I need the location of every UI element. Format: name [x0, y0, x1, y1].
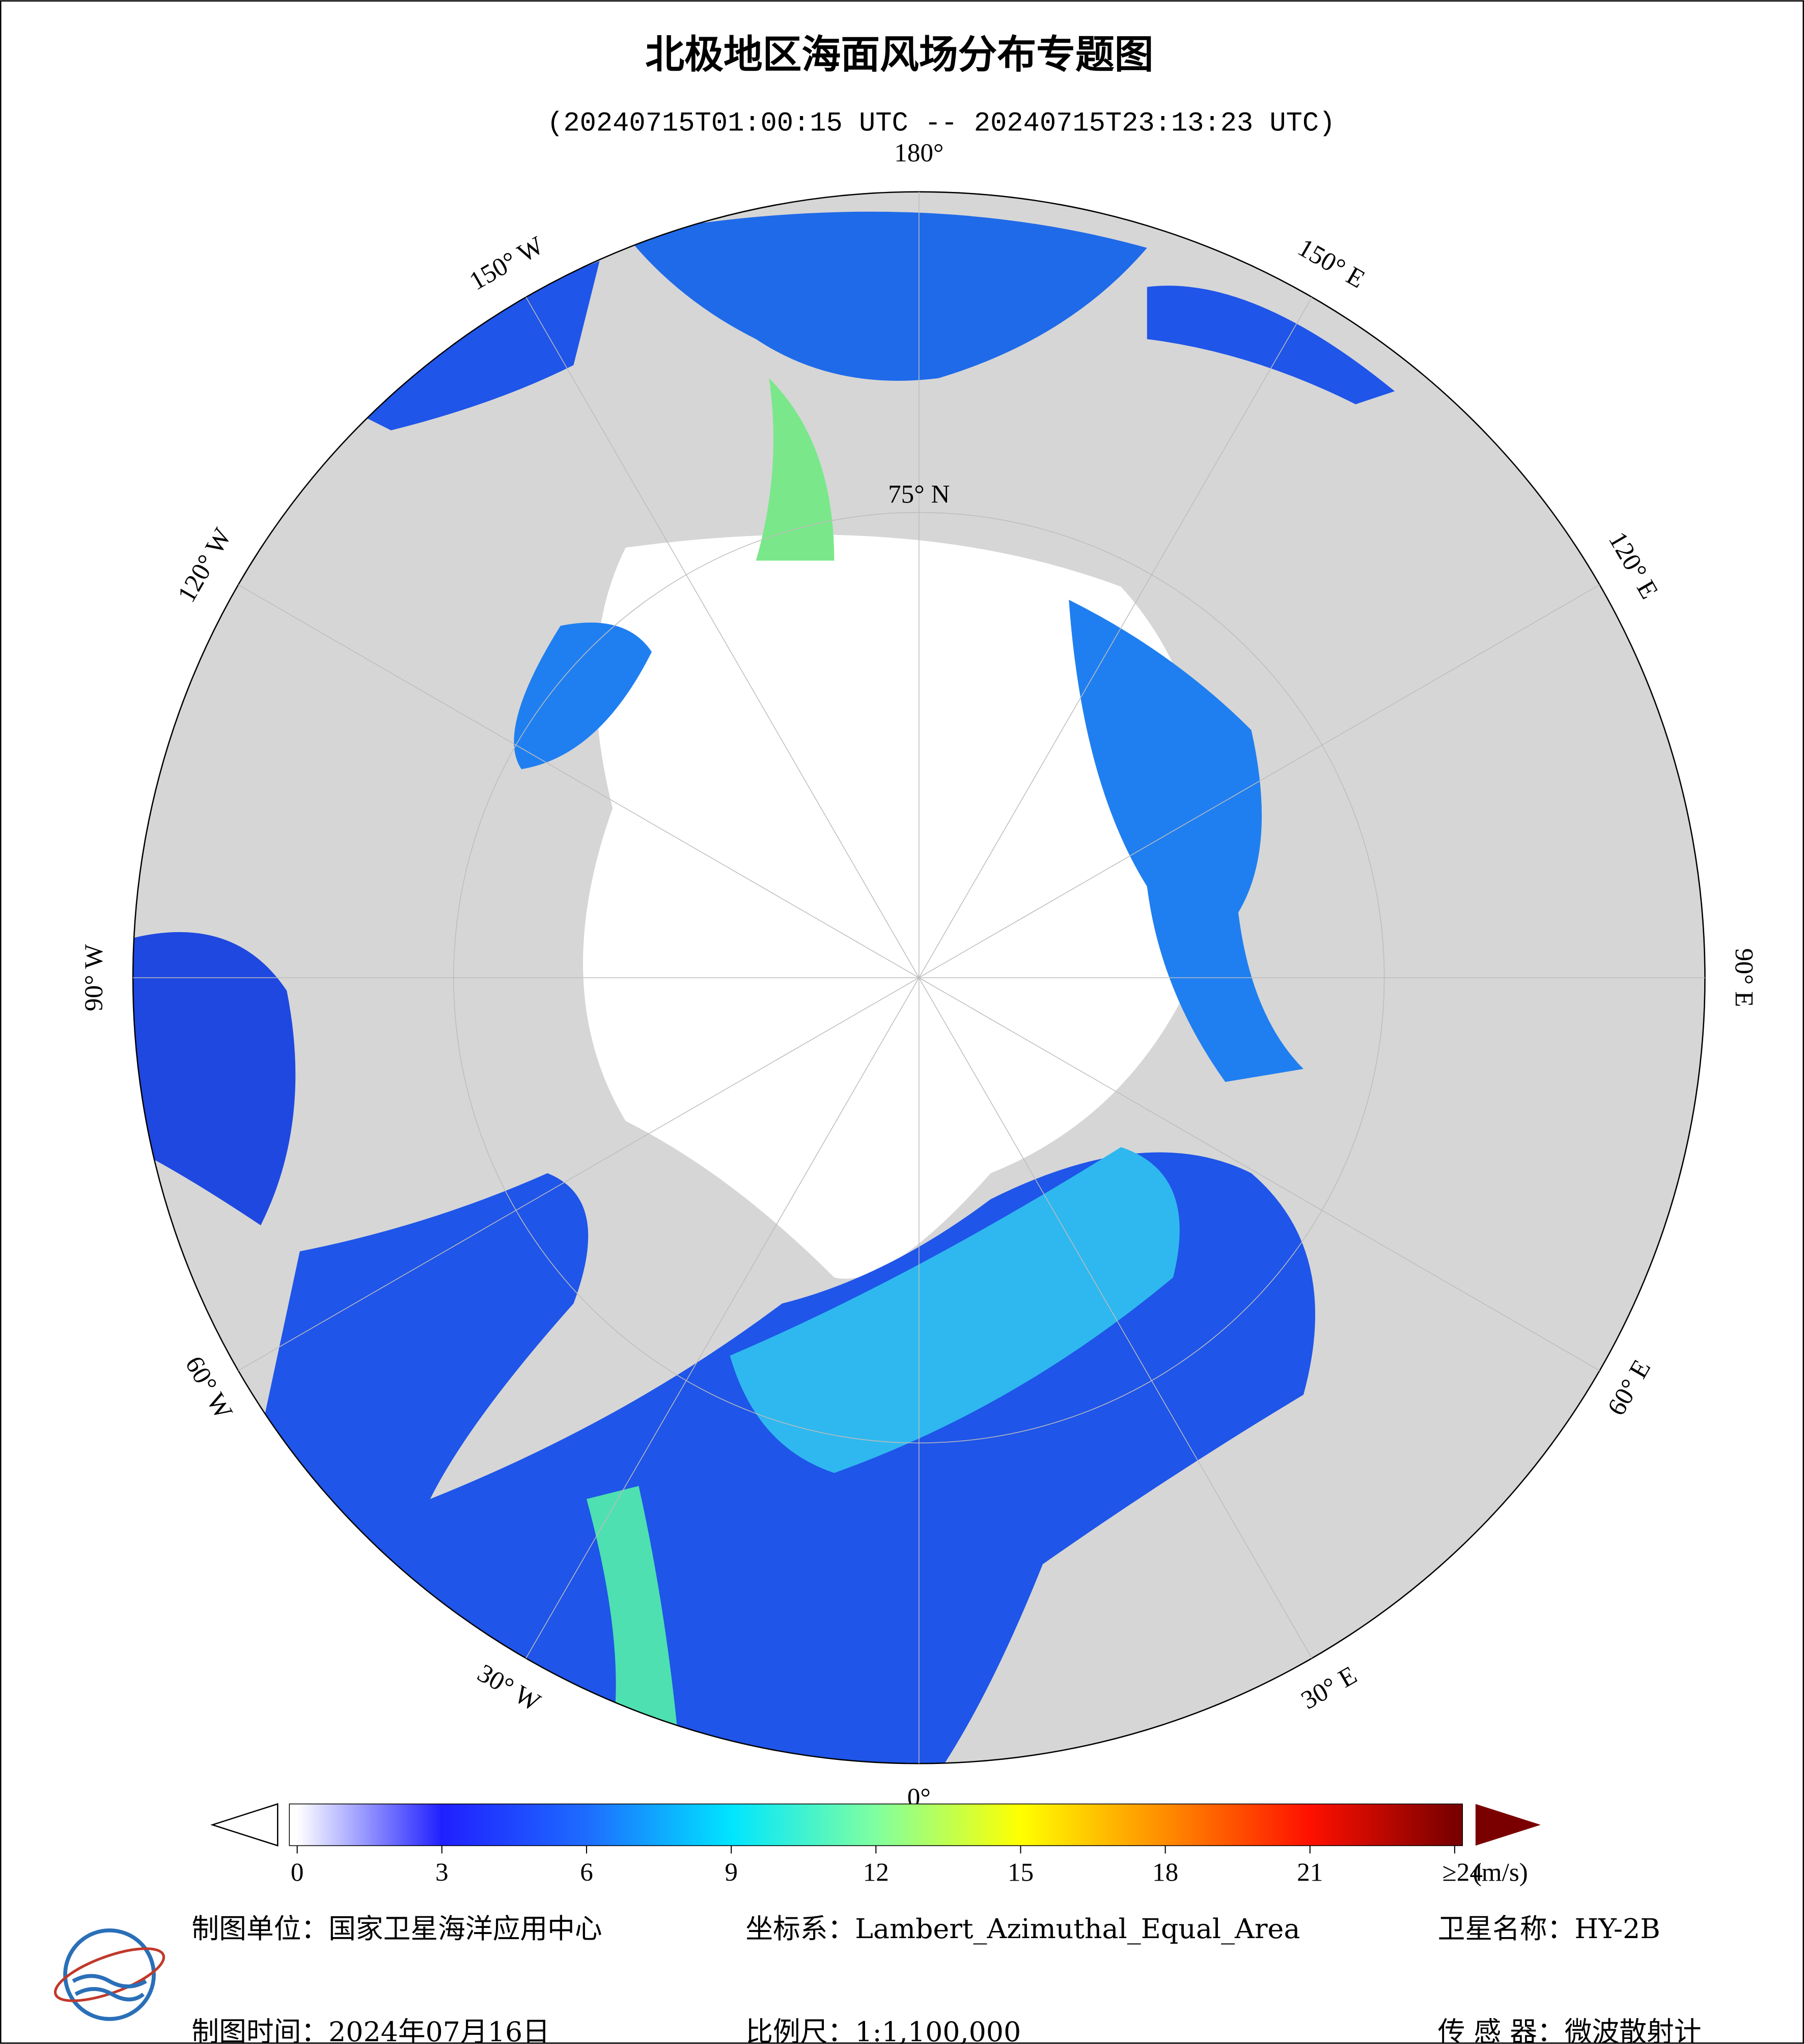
meridian: [919, 297, 1313, 978]
wind-field: [756, 378, 835, 561]
latitude-label: 75° N: [888, 480, 950, 509]
wind-field: [625, 211, 1147, 381]
scale: 比例尺：1:1,100,000: [745, 2015, 1021, 2044]
wind-field: [514, 622, 652, 769]
title: 北极地区海面风场分布专题图: [645, 33, 1153, 78]
colorbar-tick-label: 21: [1297, 1858, 1323, 1887]
logo: [53, 1928, 165, 2021]
longitude-label: 90° E: [1729, 948, 1758, 1007]
wind-field: [365, 261, 600, 431]
colorbar-tick-label: 3: [435, 1858, 449, 1887]
meridian: [238, 584, 920, 978]
sensor: 传 感 器：微波散射计: [1438, 2015, 1702, 2044]
meridian: [525, 297, 920, 978]
colorbar-tick-label: 0: [291, 1858, 304, 1887]
meridian: [919, 977, 1313, 1659]
meridian: [919, 584, 1600, 978]
colorbar-tick-label: 6: [580, 1858, 593, 1887]
meridian: [919, 977, 1600, 1371]
map: [133, 191, 1705, 1764]
parallel: [453, 512, 1385, 1444]
colorbar-tick-label: ≥24: [1442, 1858, 1483, 1887]
wind-field: [1147, 286, 1395, 405]
wind-field: [586, 1486, 678, 1734]
colorbar-unit: (m/s): [1473, 1858, 1528, 1887]
colorbar-tick-label: 15: [1008, 1858, 1034, 1887]
wind-field: [1069, 600, 1303, 1082]
wind-field: [133, 932, 296, 1225]
colorbar-bar: [289, 1803, 1463, 1846]
map-date: 制图时间：2024年07月16日: [191, 2015, 550, 2044]
sea-ice: [583, 535, 1208, 1279]
longitude-label: 90° W: [79, 944, 108, 1012]
wind-field: [730, 1147, 1180, 1473]
colorbar-max-arrow: [1475, 1804, 1541, 1846]
meridian: [238, 977, 920, 1371]
colorbar-tick-label: 12: [863, 1858, 889, 1887]
colorbar: (m/s) 0 3 6 9 12 15 18 21 ≥24: [210, 1803, 1541, 1887]
satellite: 卫星名称：HY-2B: [1438, 1913, 1660, 1945]
colorbar-tick-label: 9: [725, 1858, 738, 1887]
longitude-label: 180°: [894, 138, 943, 167]
subtitle: (20240715T01:00:15 UTC -- 20240715T23:13…: [547, 108, 1335, 139]
colorbar-tick-label: 18: [1152, 1858, 1178, 1887]
projection: 坐标系：Lambert_Azimuthal_Equal_Area: [745, 1913, 1300, 1945]
meridian: [525, 977, 920, 1659]
producer: 制图单位：国家卫星海洋应用中心: [191, 1913, 602, 1945]
colorbar-min-arrow: [210, 1803, 279, 1847]
